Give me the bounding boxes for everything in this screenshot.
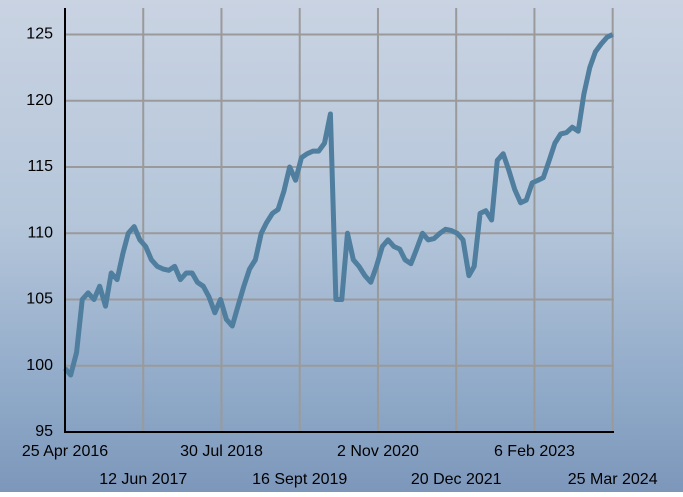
- x-tick-label: 30 Jul 2018: [180, 443, 263, 460]
- x-tick-label: 16 Sept 2019: [252, 471, 347, 488]
- x-tick-label: 25 Apr 2016: [22, 443, 108, 460]
- y-tick-label: 95: [35, 423, 53, 440]
- y-tick-label: 100: [26, 357, 53, 374]
- x-tick-label: 20 Dec 2021: [411, 471, 502, 488]
- y-tick-label: 125: [26, 26, 53, 43]
- y-tick-label: 105: [26, 291, 53, 308]
- background: [0, 0, 683, 492]
- x-tick-label: 25 Mar 2024: [568, 471, 658, 488]
- chart: 95 100 105 110 115 120 125 25 Apr 2016 12 Jun 20…: [0, 0, 683, 492]
- x-tick-label: 6 Feb 2023: [494, 443, 575, 460]
- y-tick-label: 115: [27, 158, 53, 175]
- y-tick-label: 120: [26, 92, 53, 109]
- y-tick-label: 110: [27, 224, 53, 241]
- x-tick-label: 12 Jun 2017: [99, 471, 187, 488]
- x-tick-label: 2 Nov 2020: [337, 443, 419, 460]
